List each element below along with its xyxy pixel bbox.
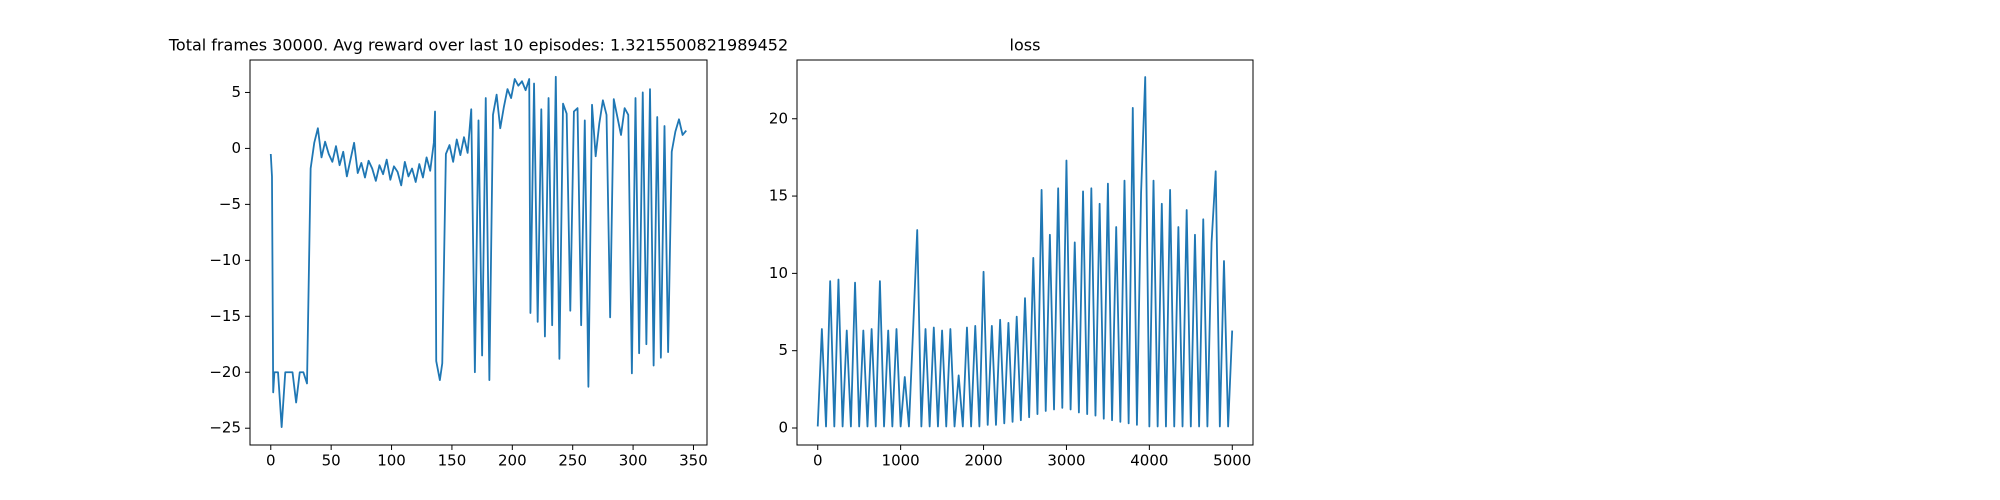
y-tick-label: 20 bbox=[769, 109, 788, 127]
x-tick-label: 100 bbox=[377, 452, 406, 470]
x-tick-label: 2000 bbox=[964, 452, 1002, 470]
y-tick-label: −25 bbox=[209, 419, 241, 437]
x-tick-label: 3000 bbox=[1047, 452, 1085, 470]
y-tick-label: 0 bbox=[778, 418, 788, 436]
x-tick-label: 0 bbox=[813, 452, 823, 470]
y-tick-label: −5 bbox=[219, 195, 241, 213]
y-tick-label: 10 bbox=[769, 264, 788, 282]
y-tick-label: 0 bbox=[231, 139, 241, 157]
axes-frame bbox=[796, 59, 1254, 446]
x-tick-label: 4000 bbox=[1130, 452, 1168, 470]
chart-title: loss bbox=[1010, 36, 1041, 55]
y-tick-label: 15 bbox=[769, 187, 788, 205]
x-tick-label: 150 bbox=[438, 452, 467, 470]
x-tick-label: 5000 bbox=[1213, 452, 1251, 470]
chart-title: Total frames 30000. Avg reward over last… bbox=[168, 36, 788, 55]
x-tick-label: 0 bbox=[266, 452, 276, 470]
y-tick-label: −20 bbox=[209, 363, 241, 381]
x-tick-label: 250 bbox=[558, 452, 587, 470]
line-series bbox=[269, 75, 687, 428]
x-tick-label: 200 bbox=[498, 452, 527, 470]
y-tick-label: −10 bbox=[209, 251, 241, 269]
x-tick-label: 1000 bbox=[882, 452, 920, 470]
y-tick-label: −15 bbox=[209, 307, 241, 325]
x-tick-label: 300 bbox=[619, 452, 648, 470]
line-series bbox=[816, 76, 1234, 428]
y-tick-label: 5 bbox=[231, 83, 241, 101]
x-tick-label: 350 bbox=[679, 452, 708, 470]
axes-frame bbox=[249, 59, 708, 446]
y-tick-label: 5 bbox=[778, 341, 788, 359]
x-tick-label: 50 bbox=[322, 452, 341, 470]
